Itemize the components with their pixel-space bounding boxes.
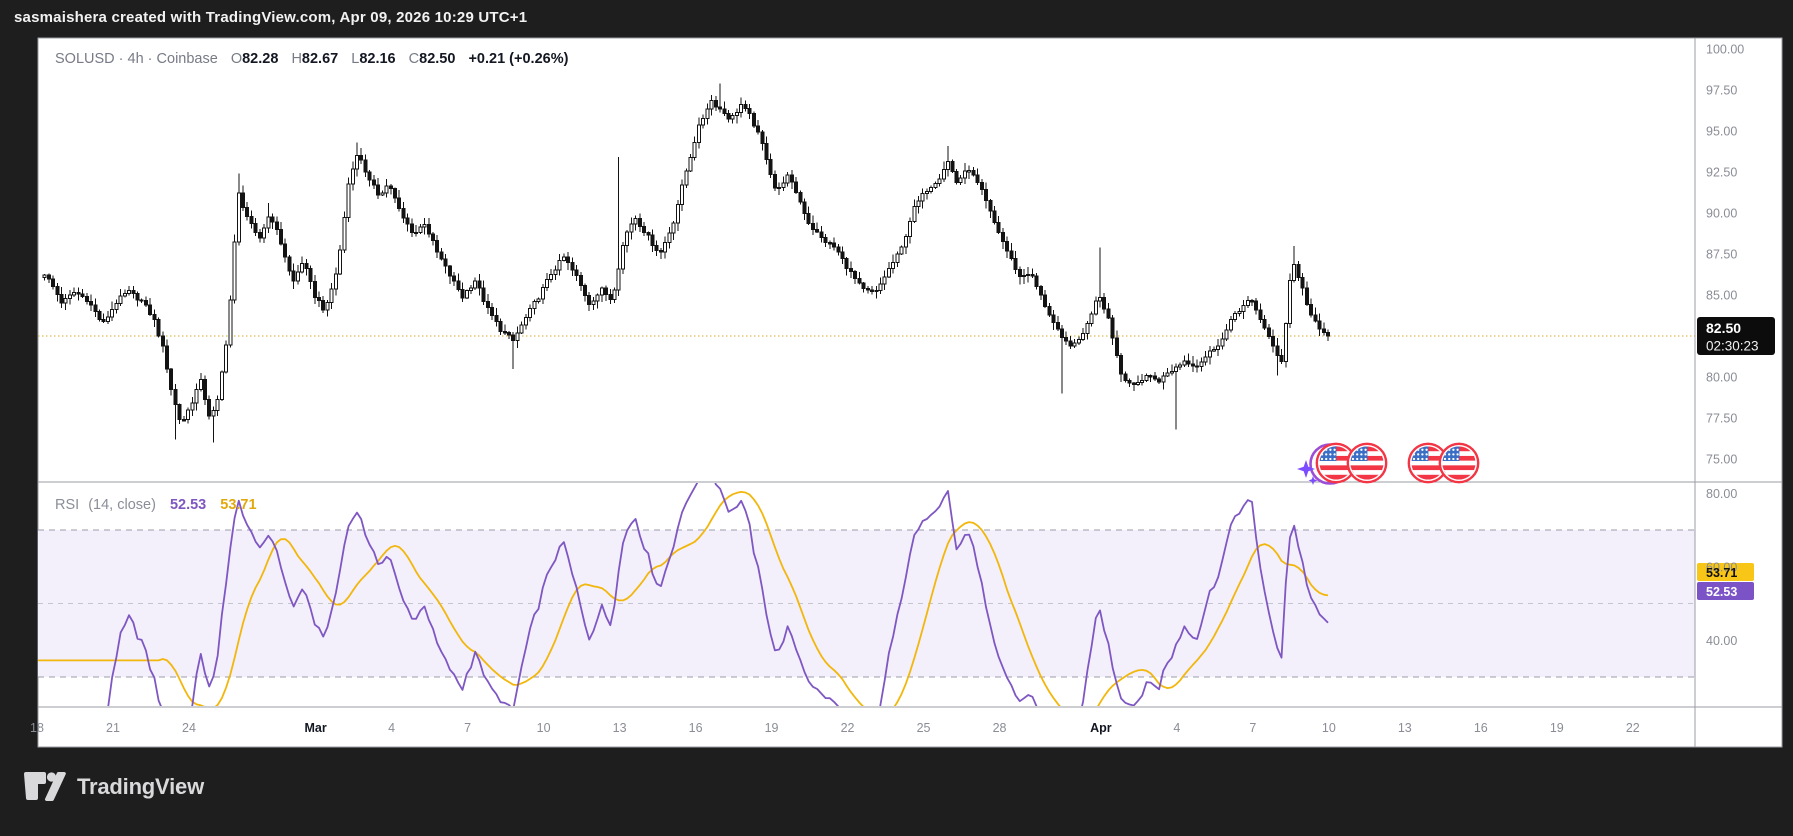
bar-countdown: 02:30:23 (1706, 339, 1759, 354)
time-tick: 16 (689, 721, 703, 735)
price-tick: 85.00 (1706, 289, 1737, 303)
price-tick: 92.50 (1706, 166, 1737, 180)
symbol-legend[interactable]: SOLUSD · 4h · Coinbase O82.28 H82.67 L82… (55, 51, 568, 67)
time-tick: Mar (305, 721, 327, 735)
price-axis[interactable] (1697, 317, 1775, 600)
us-economic-event-icon[interactable] (1346, 442, 1388, 484)
rsi-params: (14, close) (88, 497, 156, 513)
time-tick: 19 (1550, 721, 1564, 735)
rsi-tick: 40.00 (1706, 634, 1737, 648)
time-tick: 19 (765, 721, 779, 735)
attribution-header: sasmaishera created with TradingView.com… (14, 9, 528, 26)
time-tick: 13 (613, 721, 627, 735)
open-value: 82.28 (242, 51, 279, 67)
us-economic-event-icon[interactable] (1407, 442, 1449, 484)
time-tick: Apr (1090, 721, 1112, 735)
rsi-name[interactable]: RSI (55, 497, 80, 513)
us-economic-event-icon[interactable] (1438, 442, 1480, 484)
time-tick: 16 (1474, 721, 1488, 735)
tradingview-logo[interactable]: TradingView (24, 772, 204, 802)
time-tick: 21 (106, 721, 120, 735)
tradingview-logo-text: TradingView (77, 774, 204, 799)
time-tick: 24 (182, 721, 196, 735)
high-label: H (291, 51, 302, 67)
price-tick: 87.50 (1706, 248, 1737, 262)
time-tick: 10 (1322, 721, 1336, 735)
price-tick: 95.00 (1706, 125, 1737, 139)
time-tick: 22 (1626, 721, 1640, 735)
last-price-badge: 82.50 (1706, 320, 1741, 336)
candles (42, 83, 1330, 443)
rsi-badge: 52.53 (1706, 585, 1737, 599)
rsi-legend[interactable]: RSI (14, close) 52.53 53.71 (55, 497, 257, 513)
time-tick: 10 (537, 721, 551, 735)
price-tick: 80.00 (1706, 371, 1737, 385)
price-tick: 90.00 (1706, 207, 1737, 221)
time-tick: 13 (1398, 721, 1412, 735)
price-tick: 77.50 (1706, 412, 1737, 426)
high-value: 82.67 (301, 51, 339, 67)
time-tick: 22 (841, 721, 855, 735)
price-tick: 100.00 (1706, 43, 1744, 57)
change-value: +0.21 (+0.26%) (468, 51, 569, 67)
low-label: L (351, 51, 360, 67)
price-tick: 75.00 (1706, 453, 1737, 467)
time-tick: 7 (1249, 721, 1256, 735)
close-value: 82.50 (419, 51, 456, 67)
price-tick: 97.50 (1706, 84, 1737, 98)
rsi-ma-value: 53.71 (220, 497, 257, 513)
sparkle-small-icon (1308, 476, 1318, 485)
time-tick: 25 (917, 721, 931, 735)
low-value: 82.16 (359, 51, 396, 67)
rsi-ma-badge: 53.71 (1706, 566, 1737, 580)
time-tick: 4 (388, 721, 395, 735)
sparkle-icon[interactable] (1297, 460, 1315, 478)
open-label: O (230, 51, 243, 67)
rsi-value: 52.53 (169, 497, 207, 513)
symbol-title[interactable]: SOLUSD · 4h · Coinbase (55, 51, 218, 67)
time-tick: 18 (30, 721, 44, 735)
rsi-tick: 80.00 (1706, 487, 1737, 501)
close-label: C (408, 51, 420, 67)
tradingview-logo-icon (24, 772, 66, 802)
time-tick: 28 (993, 721, 1007, 735)
time-tick: 4 (1173, 721, 1180, 735)
time-tick: 7 (464, 721, 471, 735)
rsi-tick: 60.00 (1706, 560, 1737, 574)
